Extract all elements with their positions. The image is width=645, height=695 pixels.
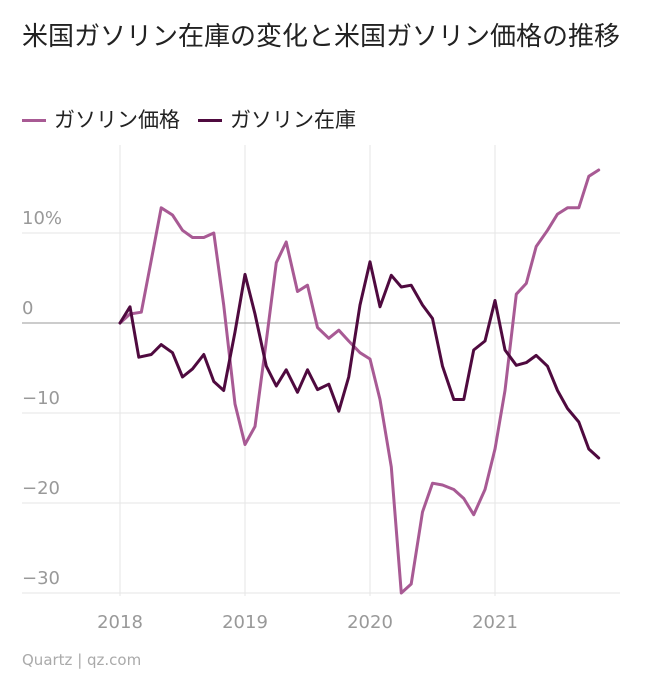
chart-legend: ガソリン価格 ガソリン在庫 (22, 106, 374, 134)
line-chart: 10% 0 −10 −20 −30 2018 2019 2020 2021 (22, 145, 620, 633)
y-tick-label: 0 (22, 298, 33, 319)
series-line-gasoline-price (118, 168, 601, 595)
x-tick-label: 2020 (347, 612, 393, 633)
chart-title: 米国ガソリン在庫の変化と米国ガソリン価格の推移 (22, 22, 621, 52)
x-tick-label: 2019 (222, 612, 268, 633)
legend-swatch-price (22, 118, 46, 122)
legend-label-inventory: ガソリン在庫 (230, 108, 356, 132)
legend-item-inventory: ガソリン在庫 (198, 106, 356, 134)
y-tick-label: −10 (22, 388, 60, 409)
legend-swatch-inventory (198, 118, 222, 122)
y-tick-label: 10% (22, 208, 62, 229)
legend-label-price: ガソリン価格 (54, 108, 180, 132)
chart-grid (22, 145, 620, 596)
source-credit: Quartz | qz.com (22, 651, 142, 669)
y-tick-label: −30 (22, 568, 60, 589)
y-axis-ticks: 10% 0 −10 −20 −30 (22, 208, 62, 589)
x-tick-label: 2018 (97, 612, 143, 633)
x-tick-label: 2021 (472, 612, 518, 633)
x-axis-ticks: 2018 2019 2020 2021 (97, 612, 518, 633)
series-line-gasoline-inventory (118, 260, 601, 460)
y-tick-label: −20 (22, 478, 60, 499)
legend-item-price: ガソリン価格 (22, 106, 180, 134)
chart-series (118, 168, 601, 595)
